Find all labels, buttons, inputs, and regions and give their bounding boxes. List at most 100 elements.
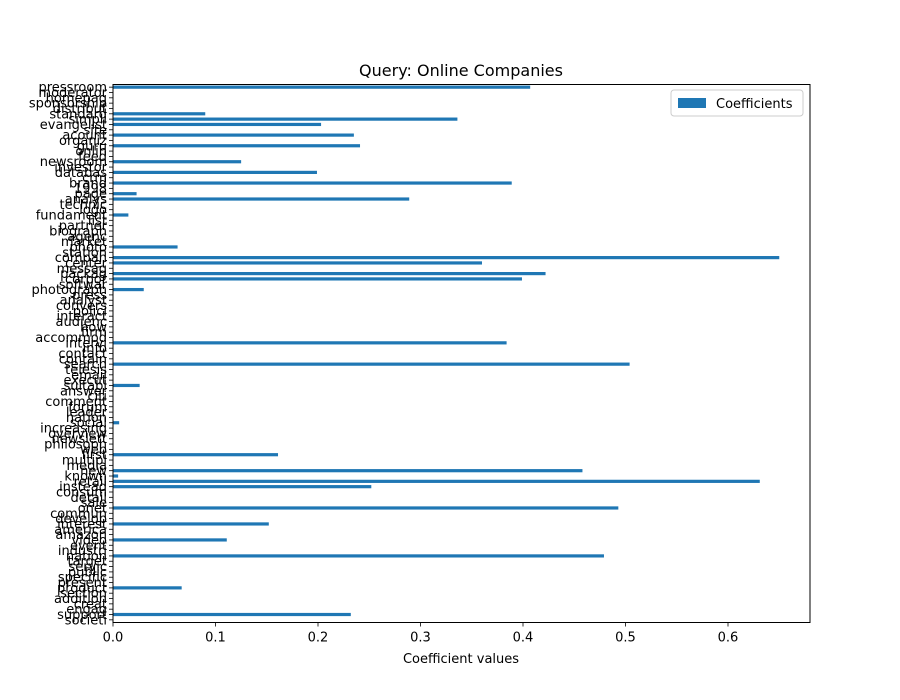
bar — [113, 122, 322, 127]
y-tick-label: compan — [55, 251, 107, 266]
y-tick-label: creat — [74, 597, 107, 612]
bar — [113, 485, 372, 489]
x-axis-label: Coefficient values — [403, 652, 519, 667]
y-tick-group: pressroommoderatorhomepagsponsorshipdist… — [29, 81, 113, 628]
y-tick-label: commun — [50, 507, 107, 522]
bar — [113, 245, 178, 249]
bar — [113, 160, 242, 164]
y-tick-label: retail — [74, 475, 107, 490]
y-tick-label: execut — [63, 374, 107, 389]
y-tick-label: homepag — [46, 91, 107, 106]
y-tick-label: audienc — [56, 315, 107, 330]
y-tick-label: databas — [55, 166, 108, 181]
y-tick-label: forum — [68, 400, 107, 415]
y-tick-label: organiz — [59, 134, 107, 149]
y-tick-label: technic — [60, 198, 107, 213]
y-tick-label: multipl — [62, 454, 107, 469]
y-tick-label: email — [71, 368, 107, 383]
bar — [113, 117, 458, 121]
bar — [113, 383, 140, 388]
bar — [113, 479, 760, 483]
bar — [113, 112, 206, 116]
y-tick-label: photo — [70, 240, 108, 255]
bar — [113, 341, 507, 345]
y-tick-label: firm — [81, 326, 107, 341]
y-tick-label: fundament — [36, 209, 107, 224]
y-tick-label: target — [67, 555, 107, 570]
y-tick-label: societi — [65, 613, 107, 628]
y-tick-label: comment — [45, 395, 107, 410]
y-tick-label: section — [60, 587, 107, 602]
y-tick-label: evangelist — [40, 118, 107, 133]
bar — [113, 554, 604, 558]
y-tick-label: investor — [54, 161, 107, 176]
y-tick-label: answer — [60, 384, 108, 399]
y-tick-label: first — [82, 448, 107, 463]
y-tick-label: packag — [60, 267, 107, 282]
bar — [113, 213, 129, 217]
bar — [113, 181, 512, 185]
y-tick-label: softwar — [59, 278, 108, 293]
y-tick-label: corpor — [65, 272, 108, 287]
bar — [113, 522, 269, 526]
y-tick-label: page — [75, 187, 107, 202]
y-tick-label: sale — [81, 496, 107, 511]
bar — [113, 469, 583, 473]
y-tick-label: develop — [55, 512, 107, 527]
y-tick-label: servic — [68, 560, 107, 575]
y-tick-label: biograph — [49, 224, 107, 239]
y-tick-label: info — [83, 342, 107, 357]
bar — [113, 85, 531, 89]
legend-frame — [670, 89, 804, 117]
bar — [113, 586, 182, 590]
y-tick-label: detail — [70, 491, 107, 506]
y-tick-label: instead — [59, 480, 107, 495]
bar — [113, 133, 354, 137]
y-tick-label: newsroom — [40, 155, 107, 170]
y-tick-label: brand — [69, 177, 107, 192]
y-tick-label: moderator — [38, 86, 107, 101]
y-tick-label: logo — [79, 203, 107, 218]
y-tick-label: search — [64, 358, 107, 373]
bar — [113, 144, 361, 148]
y-tick-label: how — [80, 320, 107, 335]
x-tick-label: 0.6 — [718, 631, 739, 646]
y-tick-label: standard — [49, 107, 107, 122]
y-tick-label: support — [57, 608, 107, 623]
y-tick-label: guru — [77, 139, 107, 154]
y-tick-label: distribut — [53, 102, 107, 117]
bar — [113, 197, 410, 201]
y-tick-label: product — [57, 581, 107, 596]
y-tick-label: web — [80, 443, 107, 458]
y-tick-label: nation — [66, 549, 107, 564]
legend-label: Coefficients — [716, 97, 793, 112]
y-tick-label: contain — [59, 352, 107, 367]
y-tick-label: america — [54, 523, 107, 538]
y-tick-label: center — [65, 256, 107, 271]
y-tick-label: 1998 — [74, 182, 107, 197]
bar — [113, 261, 482, 265]
y-tick-label: analys — [65, 193, 107, 208]
y-tick-label: onlin — [75, 145, 107, 160]
y-tick-label: press — [72, 288, 107, 303]
y-tick-label: partner — [59, 219, 108, 234]
legend-swatch — [678, 98, 706, 108]
y-tick-label: market — [61, 235, 107, 250]
y-tick-label: sponsorship — [29, 97, 107, 112]
y-tick-label: crm — [82, 171, 107, 186]
y-tick-label: consum — [56, 485, 107, 500]
y-tick-label: onet — [78, 501, 107, 516]
y-tick-label: station — [62, 246, 107, 261]
y-tick-label: engag — [66, 603, 107, 618]
x-tick-label: 0.5 — [615, 631, 636, 646]
bar — [113, 474, 119, 478]
y-tick-label: list — [88, 214, 107, 229]
y-tick-label: polici — [73, 304, 107, 319]
y-tick-label: new — [80, 464, 107, 479]
y-tick-label: agenc — [67, 230, 107, 245]
y-tick-label: messag — [57, 262, 107, 277]
bars-group — [113, 85, 780, 617]
y-tick-label: overview — [48, 427, 107, 442]
y-tick-label: site — [84, 123, 107, 138]
